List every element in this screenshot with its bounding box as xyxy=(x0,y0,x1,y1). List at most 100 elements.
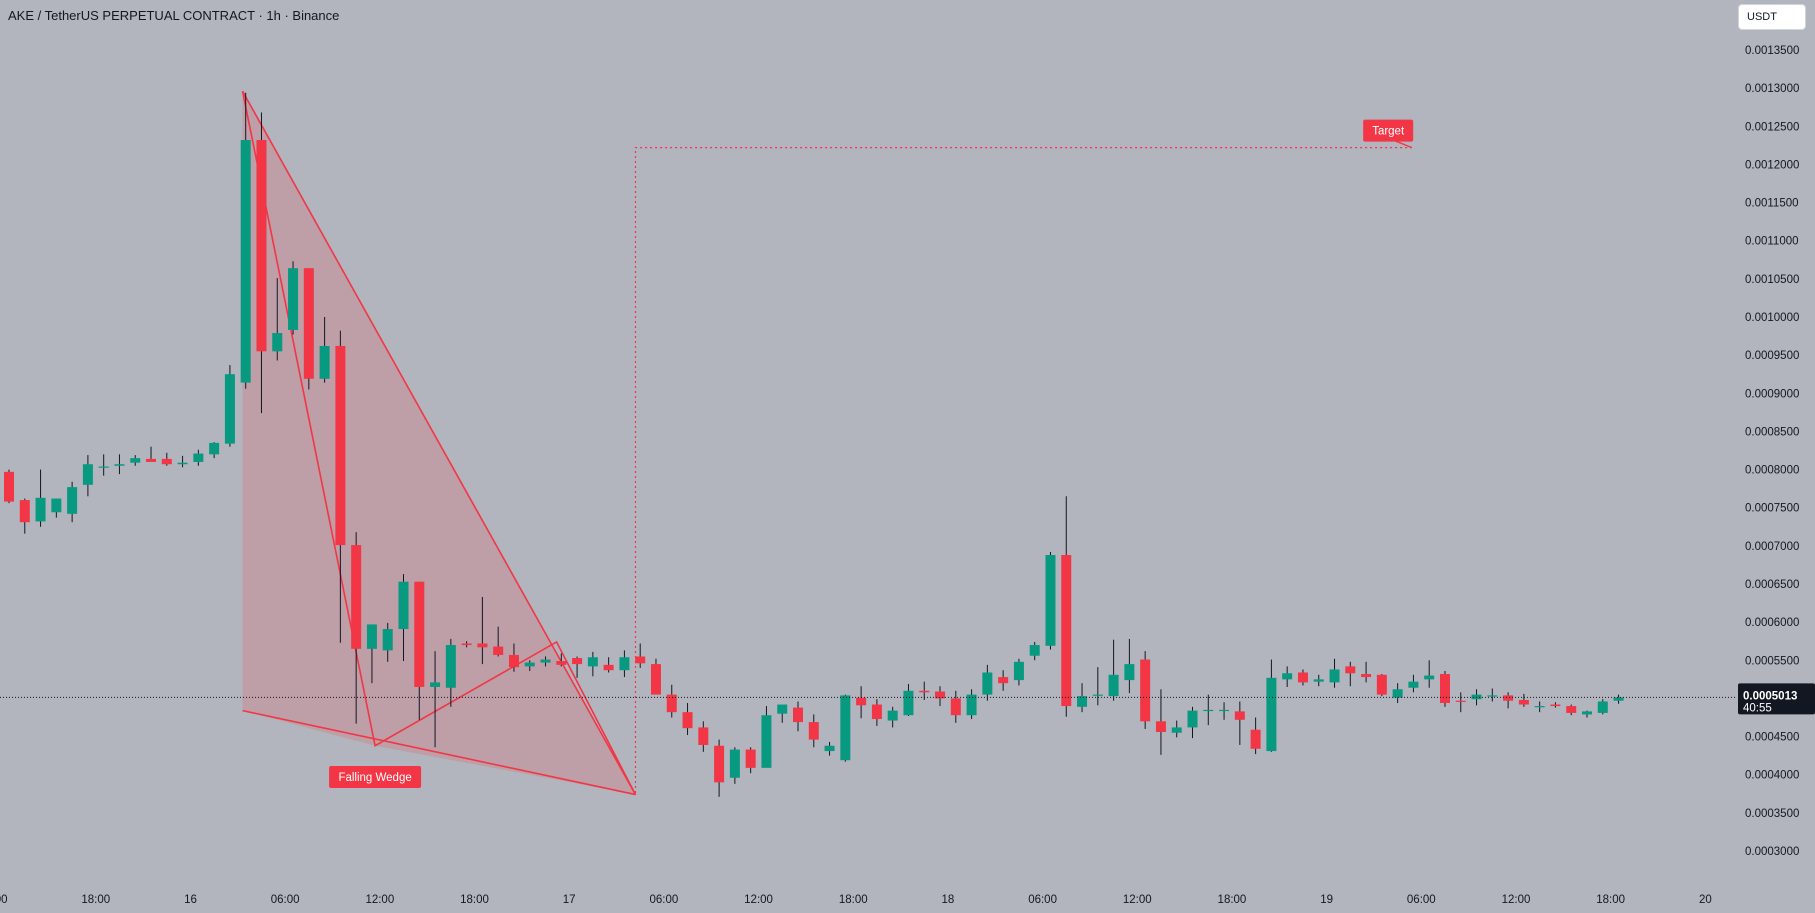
candle-down xyxy=(1250,729,1261,749)
candle-up xyxy=(1266,677,1277,752)
candle-down xyxy=(808,722,819,740)
candle-up xyxy=(840,695,851,761)
candle-up xyxy=(1013,661,1024,681)
candle-up xyxy=(35,497,46,522)
annotation-labels: Falling Wedge Target xyxy=(329,119,1414,788)
current-price-text: 0.0005013 xyxy=(1743,690,1797,702)
y-tick-label: 0.0008500 xyxy=(1745,426,1799,438)
y-tick-label: 0.0008000 xyxy=(1745,465,1799,477)
candle-down xyxy=(650,664,661,695)
y-tick-label: 0.0006000 xyxy=(1745,617,1799,629)
x-tick-label: 18:00 xyxy=(1596,894,1625,906)
candle-down xyxy=(1345,666,1356,674)
y-tick-label: 0.0011500 xyxy=(1745,198,1799,210)
candle-up xyxy=(130,458,141,463)
candle-up xyxy=(1092,694,1103,696)
x-tick-label: 06:00 xyxy=(1407,894,1436,906)
candle-up xyxy=(587,657,598,667)
x-tick-label: 06:00 xyxy=(1028,894,1057,906)
candle-down xyxy=(556,661,567,665)
candle-down xyxy=(572,657,583,665)
candle-up xyxy=(177,462,188,465)
candle-up xyxy=(982,672,993,695)
x-tick-label: 12:00 xyxy=(365,894,394,906)
candle-down xyxy=(682,712,693,729)
price-axis[interactable]: 0.0003000 0.0003500 0.0004000 0.0004500 0.00… xyxy=(1738,45,1815,858)
candle-up xyxy=(1077,696,1088,707)
candle-down xyxy=(698,727,709,745)
y-tick-label: 0.0004000 xyxy=(1745,770,1799,782)
candle-up xyxy=(114,464,125,466)
wedge-lower-line xyxy=(242,709,636,796)
target-tick xyxy=(1394,139,1413,149)
current-price-badge xyxy=(1738,683,1815,715)
target-label-bg xyxy=(1363,119,1414,142)
candle-down xyxy=(714,745,725,783)
y-tick-label: 0.0010500 xyxy=(1745,274,1799,286)
target-dotted-line xyxy=(634,147,1412,794)
y-tick-label: 0.0009500 xyxy=(1745,350,1799,362)
x-tick-label: 18:00 xyxy=(460,894,489,906)
candle-up xyxy=(1597,701,1608,713)
candle-up xyxy=(524,662,535,667)
wedge-upper-line xyxy=(241,90,637,795)
time-axis[interactable]: 00 18:00 16 06:00 12:00 18:00 17 06:00 12:00 18:0… xyxy=(0,894,1712,906)
y-tick-label: 0.0011000 xyxy=(1745,236,1799,248)
candle-down xyxy=(745,749,756,768)
candle-up xyxy=(1045,555,1056,646)
candle-up xyxy=(209,442,220,455)
y-tick-label: 0.0005500 xyxy=(1745,655,1799,667)
candle-up xyxy=(619,657,630,671)
y-tick-label: 0.0013000 xyxy=(1745,83,1799,95)
falling-wedge-label: Falling Wedge xyxy=(338,772,411,784)
x-tick-label: 12:00 xyxy=(1123,894,1152,906)
y-tick-label: 0.0003000 xyxy=(1745,846,1799,858)
candle-down xyxy=(414,581,425,687)
x-tick-label: 18:00 xyxy=(1218,894,1247,906)
target-drawing xyxy=(634,139,1413,794)
candle-up xyxy=(1392,689,1403,698)
currency-button[interactable]: USDT xyxy=(1738,4,1806,30)
candle-up xyxy=(1471,694,1482,700)
x-tick-label: 17 xyxy=(563,894,576,906)
candle-down xyxy=(1518,699,1529,705)
candle-down xyxy=(935,691,946,699)
candle-down xyxy=(1566,706,1577,713)
candle-down xyxy=(508,654,519,668)
y-tick-label: 0.0012000 xyxy=(1745,159,1799,171)
y-tick-label: 0.0007000 xyxy=(1745,541,1799,553)
candle-down xyxy=(493,646,504,655)
candle-up xyxy=(1282,673,1293,680)
candle-up xyxy=(224,374,235,444)
candle-down xyxy=(1234,711,1245,720)
candle-down xyxy=(19,500,30,523)
candle-up xyxy=(240,140,251,383)
x-tick-label: 20 xyxy=(1699,894,1712,906)
x-tick-label: 12:00 xyxy=(744,894,773,906)
candle-down xyxy=(146,458,157,462)
candle-down xyxy=(335,345,346,546)
candle-up xyxy=(1203,709,1214,712)
candle-down xyxy=(1376,674,1387,695)
candle-up xyxy=(319,345,330,379)
candle-up xyxy=(430,682,441,687)
candle-up xyxy=(966,694,977,716)
candle-down xyxy=(871,704,882,720)
candle-up xyxy=(729,749,740,778)
falling-wedge-label-bg xyxy=(329,766,422,788)
candle-up xyxy=(1613,697,1624,701)
x-tick-label: 18:00 xyxy=(81,894,110,906)
candle-down xyxy=(351,545,362,649)
candle-up xyxy=(1487,695,1498,697)
candle-up xyxy=(1582,711,1592,715)
candle-down xyxy=(998,677,1009,684)
candle-up xyxy=(272,333,283,352)
candle-up xyxy=(51,498,62,513)
candle-up xyxy=(1187,710,1198,728)
candle-down xyxy=(793,707,803,723)
candle-up xyxy=(82,464,93,485)
y-tick-label: 0.0006500 xyxy=(1745,579,1799,591)
candle-up xyxy=(366,624,377,649)
